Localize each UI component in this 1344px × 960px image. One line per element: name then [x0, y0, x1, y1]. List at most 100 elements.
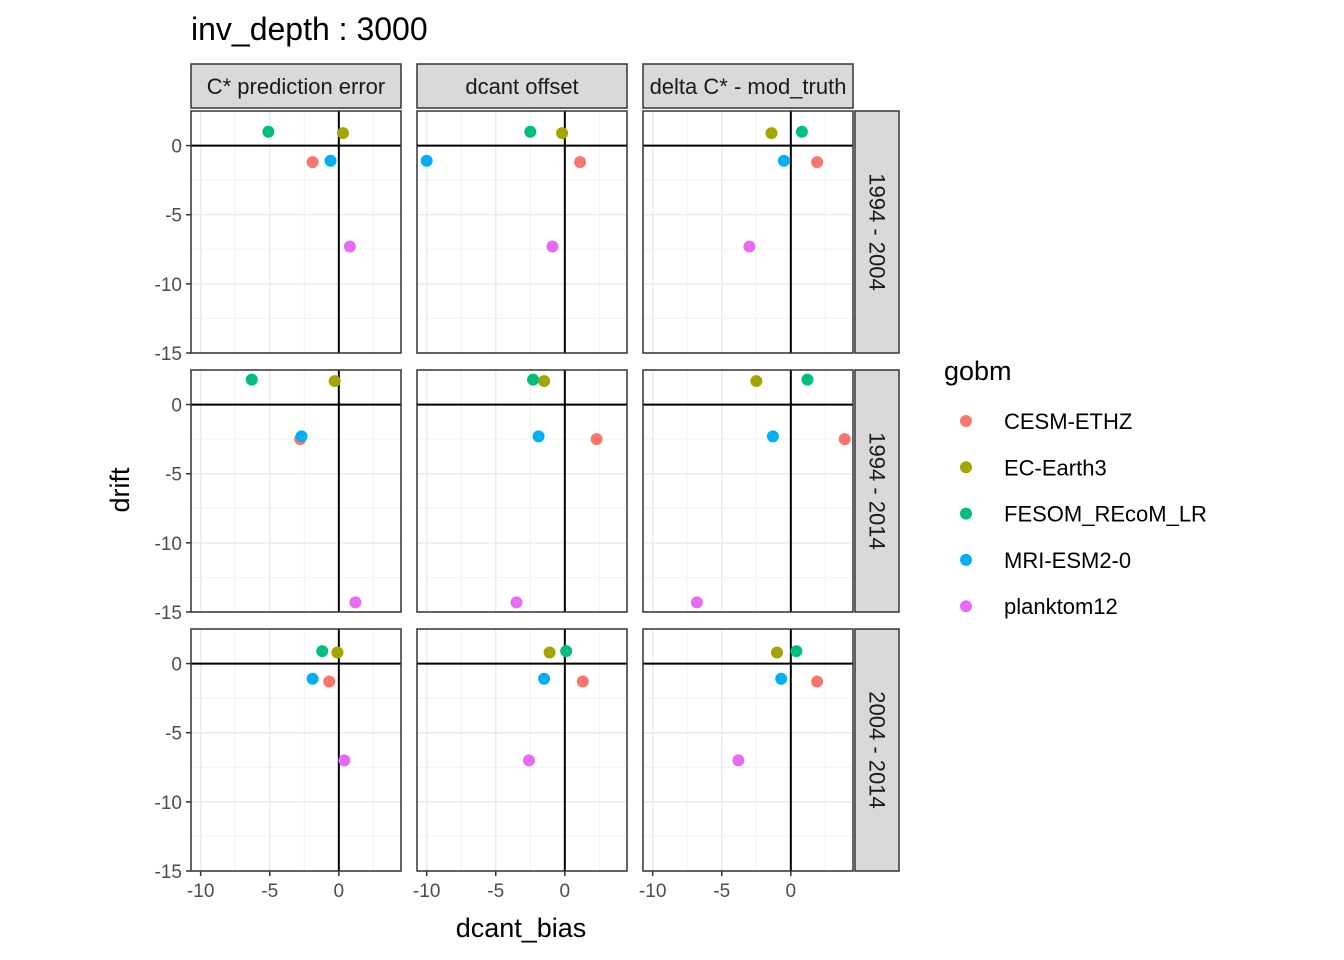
point-fesom-recom-lr [801, 373, 814, 386]
row-strip-3: 2004 - 2014 [854, 628, 900, 872]
strip-background [854, 110, 900, 354]
panel-r1-c2 [416, 110, 628, 354]
point-ec-earth3 [771, 646, 784, 659]
point-cesm-ethz [811, 675, 824, 688]
point-cesm-ethz [811, 156, 824, 169]
legend-item-mri-esm2-0: MRI-ESM2-0 [960, 548, 1131, 573]
panel-border [190, 369, 402, 613]
y-tick-label: -10 [155, 793, 182, 814]
x-tick-label: 0 [334, 881, 345, 902]
column-strip-label: C* prediction error [207, 74, 386, 99]
panel-border [642, 110, 854, 354]
y-tick-label: 0 [171, 655, 182, 676]
x-tick-label: 0 [560, 881, 571, 902]
strip-background [854, 369, 900, 613]
column-strip-label: delta C* - mod_truth [650, 74, 847, 99]
x-tick-label: -10 [413, 881, 440, 902]
x-tick-label: -5 [487, 881, 504, 902]
point-planktom12 [690, 596, 703, 609]
y-tick-label: 0 [171, 137, 182, 158]
point-cesm-ethz [306, 156, 319, 169]
legend-key [960, 461, 972, 474]
point-planktom12 [732, 754, 745, 767]
legend-item-fesom-recom-lr: FESOM_REcoM_LR [960, 502, 1207, 527]
point-fesom-recom-lr [262, 125, 275, 138]
axes: 0-5-10-150-5-10-150-5-10-15-10 -5 0 -10 -5 0-… [155, 137, 797, 902]
x-tick-label: -5 [261, 881, 278, 902]
row-strip-label: 1994 - 2004 [865, 173, 890, 290]
strip-background [642, 63, 854, 109]
panel-r3-c2 [416, 628, 628, 872]
y-tick-label: -10 [155, 534, 182, 555]
point-planktom12 [743, 240, 756, 253]
panel-border [190, 110, 402, 354]
legend-key [960, 553, 972, 566]
strip-background [854, 628, 900, 872]
y-axis-title: drift [105, 467, 135, 513]
point-cesm-ethz [576, 675, 589, 688]
point-fesom-recom-lr [527, 373, 540, 386]
point-mri-esm2-0 [420, 154, 433, 167]
point-mri-esm2-0 [295, 430, 308, 443]
point-planktom12 [343, 240, 356, 253]
x-tick-label: 0 [786, 881, 797, 902]
column-strip-2: dcant offset [416, 63, 628, 109]
strip-background [416, 63, 628, 109]
point-mri-esm2-0 [775, 672, 788, 685]
panel-r3-c3 [642, 628, 854, 872]
legend-label: EC-Earth3 [1004, 455, 1107, 480]
strip-background [190, 63, 402, 109]
point-fesom-recom-lr [245, 373, 258, 386]
y-tick-label: -5 [165, 465, 182, 486]
panel-background [417, 370, 627, 612]
legend-key [960, 415, 972, 427]
y-tick-label: -15 [155, 344, 182, 365]
legend: gobm CESM-ETHZ EC-Earth3 FESOM_REcoM_LR MRI… [944, 356, 1207, 619]
panel-background [191, 111, 401, 353]
panel-r2-c2 [416, 369, 628, 613]
y-tick-label: -5 [165, 724, 182, 745]
legend-item-planktom12: planktom12 [960, 594, 1118, 619]
column-strip-3: delta C* - mod_truth [642, 63, 854, 109]
row-strip-label: 1994 - 2014 [865, 432, 890, 549]
panel-background [643, 111, 853, 353]
x-tick-label: -10 [639, 881, 666, 902]
legend-key [960, 507, 972, 520]
point-ec-earth3 [543, 646, 556, 659]
panel-border [642, 369, 854, 613]
y-tick-label: -15 [155, 862, 182, 883]
column-strip-label: dcant offset [465, 74, 578, 99]
point-mri-esm2-0 [324, 154, 337, 167]
panel-background [417, 111, 627, 353]
row-strip-1: 1994 - 2004 [854, 110, 900, 354]
panel-r3-c1 [190, 628, 402, 872]
x-axis-title: dcant_bias [456, 913, 587, 943]
point-ec-earth3 [331, 646, 344, 659]
point-planktom12 [546, 240, 559, 253]
point-ec-earth3 [556, 127, 569, 140]
x-tick-label: -5 [713, 881, 730, 902]
panel-r1-c1 [190, 110, 402, 354]
point-ec-earth3 [750, 375, 763, 388]
point-fesom-recom-lr [795, 125, 808, 138]
legend-label: FESOM_REcoM_LR [1004, 502, 1207, 527]
panel-border [190, 628, 402, 872]
panel-r1-c3 [642, 110, 854, 354]
y-tick-label: -10 [155, 275, 182, 296]
point-ec-earth3 [336, 127, 349, 140]
panel-background [417, 629, 627, 871]
y-tick-label: -5 [165, 206, 182, 227]
point-planktom12 [522, 754, 535, 767]
point-mri-esm2-0 [766, 430, 779, 443]
point-cesm-ethz [574, 156, 587, 169]
legend-title: gobm [944, 356, 1012, 386]
panel-background [643, 370, 853, 612]
panel-border [416, 369, 628, 613]
point-planktom12 [510, 596, 523, 609]
point-fesom-recom-lr [524, 125, 537, 138]
point-cesm-ethz [838, 433, 851, 446]
panel-background [643, 629, 853, 871]
point-mri-esm2-0 [532, 430, 545, 443]
point-ec-earth3 [765, 127, 778, 140]
row-strip-label: 2004 - 2014 [865, 691, 890, 808]
